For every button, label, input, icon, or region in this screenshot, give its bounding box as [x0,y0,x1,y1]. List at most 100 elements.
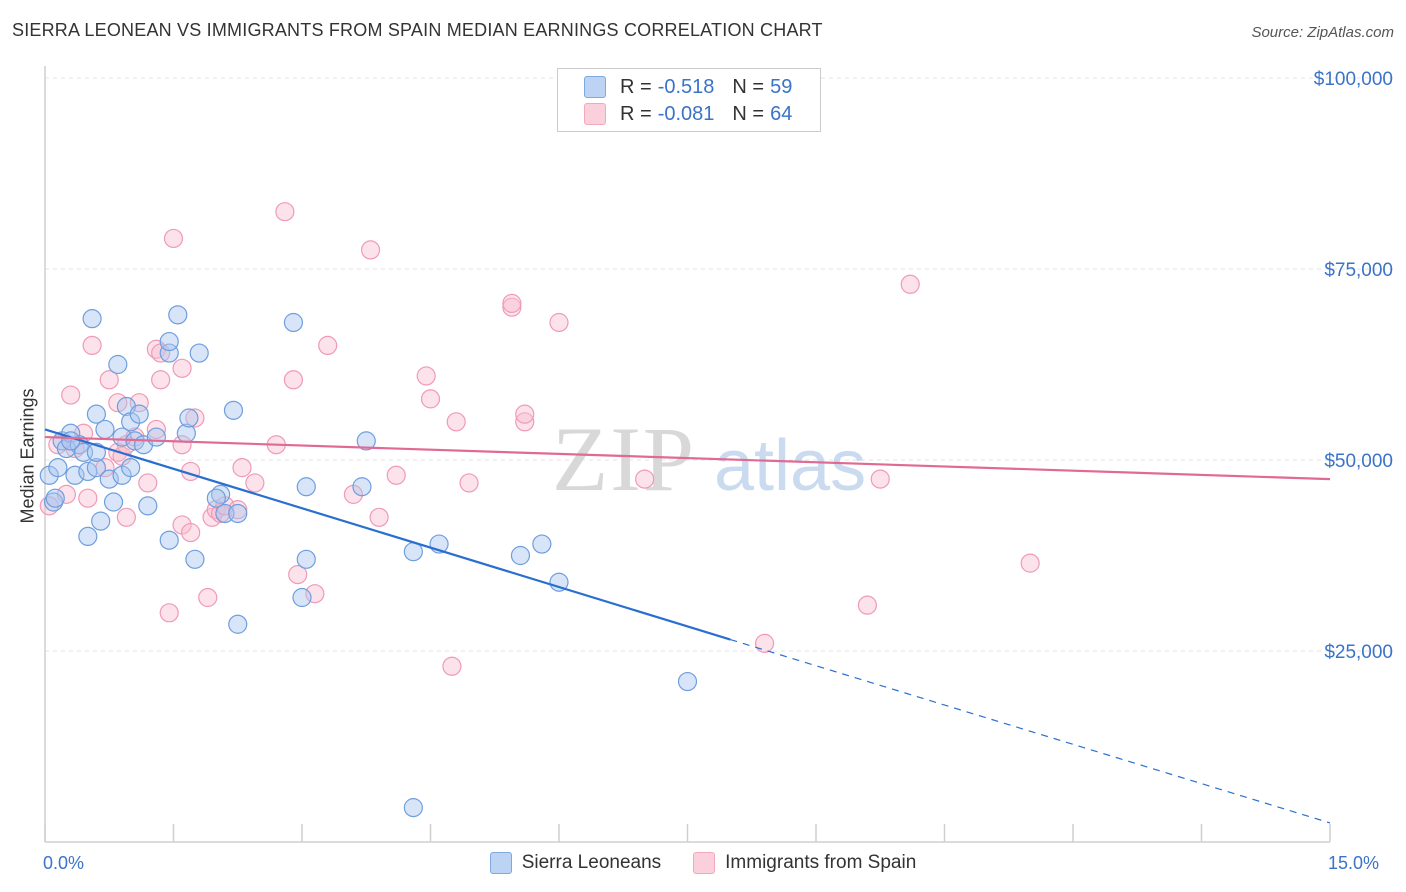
watermark-zip: ZIP [552,408,696,510]
point-sierra-leoneans [65,465,85,485]
point-sierra-leoneans [86,458,107,478]
point-sierra-leoneans [103,492,124,512]
legend-swatch-blue [584,76,606,98]
point-sierra-leoneans [138,496,158,516]
point-immigrants-from-spain [61,385,81,405]
point-immigrants-from-spain [138,473,158,493]
point-sierra-leoneans [108,354,128,375]
point-immigrants-from-spain [245,473,265,493]
legend-n-value: 64 [770,102,793,125]
point-immigrants-from-spain [275,202,295,222]
legend-item-immigrants-from-spain: Immigrants from Spain [693,852,916,874]
point-immigrants-from-spain [181,522,201,543]
axes [44,66,1331,843]
point-immigrants-from-spain [172,435,192,455]
point-immigrants-from-spain [360,240,381,260]
trend-lines [44,428,1331,824]
y-tick-label: $100,000 [1314,69,1393,90]
legend-n-label: N = [732,102,765,125]
point-sierra-leoneans [86,442,107,462]
point-sierra-leoneans [356,431,376,451]
point-sierra-leoneans [45,488,65,508]
point-immigrants-from-spain [99,370,119,390]
point-immigrants-from-spain [442,656,462,676]
legend-r-label: R = [620,75,652,98]
point-sierra-leoneans [185,549,205,569]
legend-swatch-pink [584,103,606,125]
legend-n-value: 59 [770,75,793,98]
point-immigrants-from-spain [159,603,179,623]
watermark: ZIP atlas [552,408,866,510]
point-sierra-leoneans [206,488,226,508]
legend-row-spain: R = -0.081 N = 64 [584,102,792,126]
point-sierra-leoneans [121,458,141,478]
point-immigrants-from-spain [754,633,775,653]
point-immigrants-from-spain [416,366,436,386]
series-legend: Sierra Leoneans Immigrants from Spain [0,852,1406,874]
point-immigrants-from-spain [635,469,655,489]
y-tick-label: $50,000 [1324,451,1393,472]
point-sierra-leoneans [403,798,423,818]
y-tick-label: $75,000 [1324,260,1393,281]
legend-item-sierra-leoneans: Sierra Leoneans [489,852,661,874]
chart-title: SIERRA LEONEAN VS IMMIGRANTS FROM SPAIN … [12,20,823,40]
point-sierra-leoneans [223,400,244,420]
point-sierra-leoneans [179,408,199,428]
legend-row-sierra: R = -0.518 N = 59 [584,75,792,99]
point-sierra-leoneans [677,671,698,692]
point-immigrants-from-spain [146,419,166,440]
point-sierra-leoneans [292,587,312,608]
x-tick-max: 15.0% [1328,853,1380,873]
point-sierra-leoneans [159,343,179,363]
point-immigrants-from-spain [305,584,325,604]
point-sierra-leoneans [159,530,179,550]
point-sierra-leoneans [228,503,248,524]
point-sierra-leoneans [296,549,316,569]
legend-label: Immigrants from Spain [725,852,917,873]
point-sierra-leoneans [296,477,316,497]
point-sierra-leoneans [168,305,188,325]
point-immigrants-from-spain [163,228,184,249]
point-immigrants-from-spain [151,370,171,390]
point-sierra-leoneans [86,404,107,424]
point-sierra-leoneans [159,331,179,352]
legend-r-value: -0.081 [657,102,715,125]
point-sierra-leoneans [532,534,552,554]
point-immigrants-from-spain [129,393,149,413]
grid-lines [45,77,1395,652]
point-immigrants-from-spain [288,564,308,585]
source-note: Source: ZipAtlas.com [1251,24,1394,41]
point-immigrants-from-spain [515,404,535,424]
point-immigrants-from-spain [185,408,205,428]
legend-swatch-pink [693,852,716,874]
point-immigrants-from-spain [82,335,102,355]
point-sierra-leoneans [78,526,98,547]
point-immigrants-from-spain [283,370,304,390]
point-sierra-leoneans [112,427,132,447]
y-tick-labels: $25,000 $50,000 $75,000 $100,000 [1314,69,1393,663]
point-immigrants-from-spain [900,274,920,294]
point-sierra-leoneans [48,458,68,478]
series-sierra-leoneans [39,305,698,818]
point-immigrants-from-spain [870,469,890,489]
legend-r-value: -0.518 [657,75,715,98]
x-tick-min: 0.0% [43,853,85,873]
point-sierra-leoneans [95,419,115,440]
point-immigrants-from-spain [172,358,192,378]
legend-r-label: R = [620,102,652,125]
y-axis-label: Median Earnings [17,388,38,524]
point-sierra-leoneans [82,309,102,329]
point-immigrants-from-spain [78,488,98,508]
point-immigrants-from-spain [386,465,406,485]
point-sierra-leoneans [189,343,209,363]
point-sierra-leoneans [228,614,248,634]
stats-legend: R = -0.518 N = 59 R = -0.081 N = 64 [557,68,821,132]
point-immigrants-from-spain [420,389,441,409]
trend-line-immigrants-from-spain [44,435,1331,481]
point-immigrants-from-spain [116,507,136,527]
legend-swatch-blue [489,852,512,874]
trend-line-sierra-leoneans [44,428,731,641]
watermark-atlas: atlas [714,426,866,506]
trend-line-sierra-leoneans-extrapolated [730,638,1331,824]
